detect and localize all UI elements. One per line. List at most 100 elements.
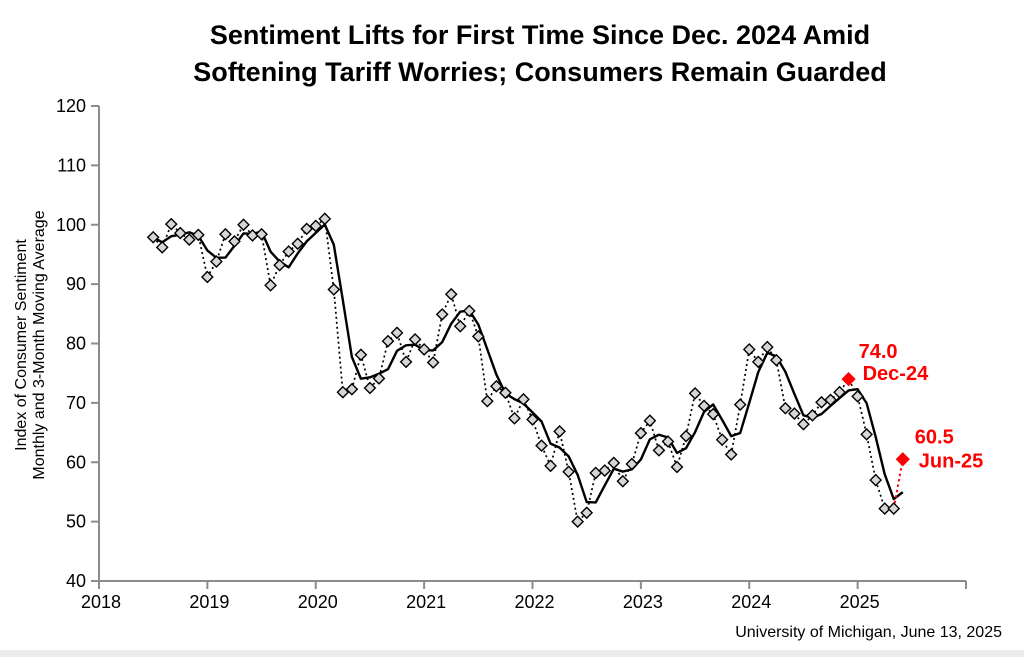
- chart-title-line2: Softening Tariff Worries; Consumers Rema…: [193, 57, 887, 87]
- data-point-marker: [182, 233, 196, 246]
- data-point-marker: [264, 278, 277, 292]
- chart-title: Sentiment Lifts for First Time Since Dec…: [50, 17, 1024, 91]
- x-year-label: 2022: [514, 592, 554, 612]
- data-point-marker: [300, 222, 314, 236]
- data-point-marker: [155, 240, 169, 254]
- x-year-label: 2023: [623, 592, 663, 612]
- data-point-marker: [769, 353, 783, 367]
- data-point-marker: [733, 398, 747, 412]
- annotation-value-label: 60.5: [915, 426, 954, 448]
- data-point-marker: [553, 424, 566, 438]
- data-point-marker: [354, 348, 368, 362]
- annotation-date-label: Jun-25: [919, 450, 983, 472]
- data-point-marker: [372, 372, 386, 385]
- annotation-date-label: Dec-24: [863, 363, 929, 385]
- chart-title-line1: Sentiment Lifts for First Time Since Dec…: [209, 20, 871, 50]
- data-point-marker: [724, 448, 738, 461]
- data-point-marker: [589, 466, 603, 480]
- monthly-dotted-path: [152, 217, 894, 524]
- data-point-marker: [480, 394, 494, 408]
- data-point-marker: [806, 408, 819, 422]
- axes: [98, 106, 966, 582]
- bottom-window-strip: [0, 650, 1024, 657]
- y-tick-label: 90: [66, 274, 86, 294]
- data-point-marker: [191, 228, 205, 242]
- data-point-marker: [444, 287, 458, 301]
- data-point-marker: [255, 227, 268, 241]
- data-point-marker: [381, 334, 395, 348]
- data-point-marker: [408, 332, 422, 346]
- data-point-marker: [219, 227, 232, 241]
- data-point-marker: [508, 411, 521, 425]
- data-point-marker: [282, 245, 296, 258]
- data-point-marker: [643, 414, 657, 428]
- data-point-marker: [517, 392, 530, 406]
- data-point-marker: [760, 340, 774, 354]
- data-point-marker: [489, 379, 503, 393]
- y-tick-label: 100: [56, 215, 86, 235]
- y-tick-label: 80: [66, 334, 86, 354]
- monthly-series-line: [152, 217, 904, 524]
- data-point-marker: [815, 395, 828, 409]
- data-point-marker: [797, 417, 810, 431]
- data-point-marker: [860, 427, 874, 441]
- data-point-marker: [363, 381, 377, 395]
- data-point-marker: [462, 304, 476, 318]
- source-credit: University of Michigan, June 13, 2025: [735, 624, 1002, 641]
- data-point-marker: [625, 457, 639, 471]
- x-year-label: 2021: [406, 592, 446, 612]
- x-year-label: 2024: [731, 592, 771, 612]
- data-point-marker: [661, 435, 675, 448]
- data-point-marker: [164, 217, 178, 231]
- data-point-marker: [200, 270, 214, 284]
- data-point-marker: [146, 230, 160, 244]
- y-tick-label: 60: [66, 452, 86, 472]
- data-point-marker: [670, 460, 684, 474]
- y-tick-label: 40: [66, 571, 86, 591]
- y-tick-label: 50: [66, 512, 86, 532]
- data-point-marker: [273, 258, 287, 272]
- data-point-marker: [869, 473, 883, 487]
- moving-average-line: [152, 223, 904, 504]
- data-point-marker: [471, 329, 485, 343]
- data-point-marker: [327, 283, 341, 296]
- data-point-marker: [580, 506, 594, 520]
- data-point-marker: [336, 385, 350, 399]
- data-point-markers: [146, 212, 901, 529]
- y-tick-label: 110: [57, 155, 86, 175]
- data-point-marker: [426, 356, 440, 369]
- data-point-marker: [706, 407, 720, 421]
- data-point-marker: [634, 426, 648, 440]
- highlight-marker-dec-24: [841, 372, 856, 387]
- data-point-marker: [833, 385, 846, 399]
- data-point-marker: [435, 308, 449, 321]
- highlight-marker-jun-25: [895, 452, 910, 467]
- data-point-marker: [652, 443, 666, 457]
- data-point-marker: [228, 234, 241, 248]
- data-point-marker: [173, 226, 187, 240]
- data-point-marker: [345, 382, 359, 396]
- data-point-marker: [562, 465, 576, 479]
- final-segment-red-dotted: [892, 459, 904, 509]
- y-tick-label: 120: [56, 96, 86, 116]
- data-point-marker: [616, 474, 630, 488]
- data-point-marker: [210, 255, 223, 268]
- data-point-marker: [742, 343, 756, 356]
- x-year-label: 2025: [840, 592, 880, 612]
- data-point-marker: [824, 393, 837, 407]
- data-point-marker: [291, 237, 305, 251]
- data-point-marker: [390, 326, 404, 340]
- data-point-marker: [535, 439, 548, 453]
- y-tick-label: 70: [66, 393, 86, 413]
- data-point-marker: [571, 515, 585, 529]
- data-point-marker: [417, 343, 431, 356]
- data-point-marker: [887, 502, 901, 515]
- data-point-marker: [526, 413, 539, 426]
- data-point-marker: [697, 399, 711, 413]
- data-point-marker: [237, 218, 250, 232]
- data-point-marker: [318, 212, 332, 226]
